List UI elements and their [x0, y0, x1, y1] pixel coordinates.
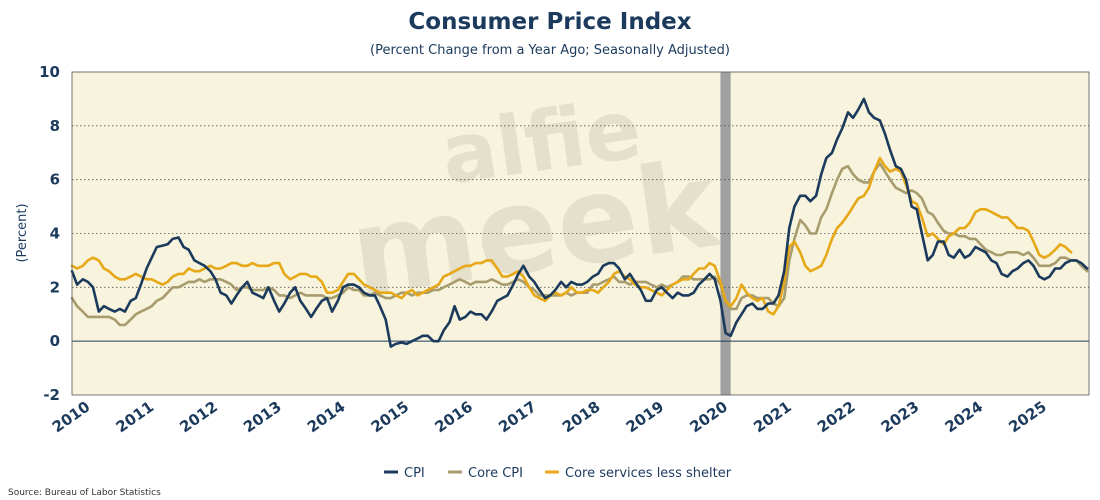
- series-line-cpi: [70, 97, 1089, 348]
- y-tick-label: 4: [50, 225, 60, 243]
- y-tick-label: -2: [43, 386, 60, 404]
- legend-label: Core CPI: [468, 466, 523, 481]
- y-tick-label: 0: [50, 332, 60, 350]
- series-line-core-services-less-shelter: [70, 156, 1073, 316]
- y-axis-label: (Percent): [15, 203, 30, 262]
- source-note: Source: Bureau of Labor Statistics: [8, 488, 161, 498]
- recession-band: [720, 72, 731, 395]
- recession-band-layer: [720, 72, 731, 395]
- chart-subtitle: (Percent Change from a Year Ago; Seasona…: [370, 43, 730, 58]
- y-axis-ticks: -2 0 2 4 6 8 10: [39, 63, 60, 404]
- y-tick-label: 10: [39, 63, 60, 81]
- y-tick-label: 2: [50, 278, 60, 296]
- chart-title: Consumer Price Index: [408, 9, 691, 35]
- plot-border: [71, 71, 1090, 396]
- series-lines: [70, 71, 1090, 396]
- y-tick-label: 8: [50, 117, 60, 135]
- legend: CPI Core CPI Core services less shelter: [384, 466, 732, 481]
- legend-label: Core services less shelter: [565, 466, 732, 481]
- y-tick-label: 6: [50, 171, 60, 189]
- legend-label: CPI: [404, 466, 425, 481]
